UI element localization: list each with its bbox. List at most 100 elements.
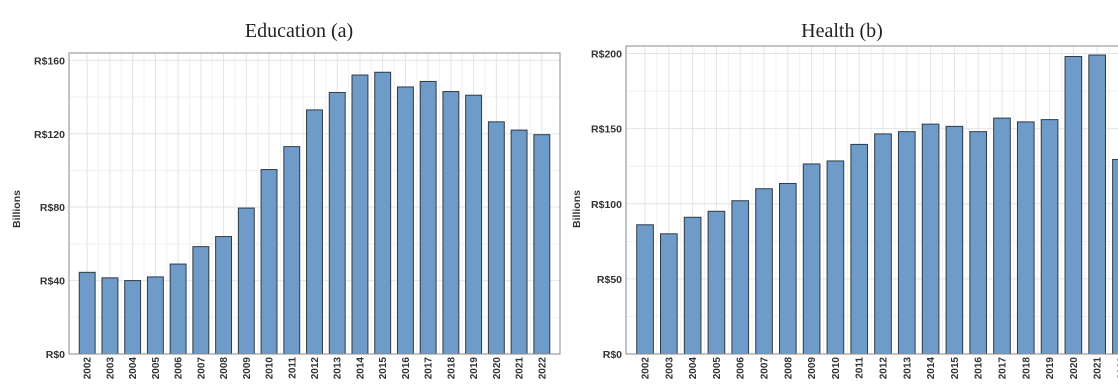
x-tick-label: 2018 bbox=[1021, 357, 1032, 380]
bar-education-2011 bbox=[283, 146, 301, 354]
bar-health-2006 bbox=[731, 200, 750, 354]
y-tick-label: R$100 bbox=[591, 199, 622, 211]
bar-education-2021 bbox=[510, 129, 528, 354]
y-axis-label-health: Billions bbox=[571, 190, 583, 228]
x-tick-label: 2006 bbox=[174, 357, 185, 380]
x-tick-label: 2011 bbox=[855, 357, 866, 379]
bar-education-2008 bbox=[215, 236, 233, 354]
x-tick-label: 2002 bbox=[83, 357, 94, 380]
x-tick-label: 2005 bbox=[712, 357, 723, 380]
bar-health-2020 bbox=[1064, 56, 1083, 354]
x-tick-label: 2020 bbox=[492, 357, 503, 380]
bar-health-2010 bbox=[826, 160, 845, 354]
bar-education-2019 bbox=[465, 94, 483, 354]
bar-education-2002 bbox=[78, 271, 96, 354]
bar-health-2013 bbox=[897, 131, 916, 354]
bar-education-2007 bbox=[192, 246, 210, 354]
bar-education-2003 bbox=[101, 277, 119, 354]
bar-education-2022 bbox=[533, 134, 551, 354]
bar-education-2020 bbox=[487, 121, 505, 354]
y-tick-label: R$0 bbox=[46, 349, 65, 361]
bar-health-2019 bbox=[1040, 119, 1059, 354]
bar-health-2008 bbox=[778, 182, 797, 354]
bar-education-2006 bbox=[169, 263, 187, 354]
x-tick-label: 2015 bbox=[378, 357, 389, 380]
bar-health-2016 bbox=[969, 131, 988, 354]
bar-health-2005 bbox=[707, 210, 726, 354]
y-tick-label: R$80 bbox=[40, 202, 65, 214]
x-tick-label: 2019 bbox=[469, 357, 480, 380]
x-tick-label: 2003 bbox=[664, 357, 675, 380]
y-tick-label: R$0 bbox=[603, 349, 622, 361]
bars-health bbox=[636, 54, 1118, 354]
x-tick-label: 2010 bbox=[831, 357, 842, 380]
bar-health-2015 bbox=[945, 125, 964, 354]
x-tick-label: 2017 bbox=[424, 357, 435, 380]
x-tick-label: 2012 bbox=[310, 357, 321, 380]
x-tick-label: 2021 bbox=[515, 357, 526, 380]
bar-education-2012 bbox=[306, 109, 323, 354]
bar-education-2016 bbox=[396, 86, 414, 354]
bar-education-2005 bbox=[146, 276, 164, 354]
bar-education-2004 bbox=[124, 280, 142, 354]
y-axis-label-education: Billions bbox=[11, 190, 23, 228]
bar-health-2012 bbox=[874, 133, 892, 354]
y-tick-label: R$40 bbox=[40, 276, 65, 288]
x-tick-label: 2009 bbox=[242, 357, 253, 380]
x-tick-label: 2013 bbox=[333, 357, 344, 380]
chart-title-education: Education (a) bbox=[245, 20, 353, 42]
x-tick-label: 2008 bbox=[219, 357, 230, 380]
y-tick-label: R$200 bbox=[591, 49, 622, 61]
x-tick-label: 2020 bbox=[1069, 357, 1080, 380]
x-tick-label: 2016 bbox=[974, 357, 985, 380]
x-tick-label: 2016 bbox=[401, 357, 412, 380]
x-tick-label: 2009 bbox=[807, 357, 818, 380]
x-tick-label: 2014 bbox=[355, 357, 366, 380]
bar-health-2007 bbox=[755, 188, 773, 354]
x-tick-label: 2022 bbox=[1116, 357, 1118, 380]
y-tick-label: R$150 bbox=[591, 124, 622, 136]
x-tick-label: 2003 bbox=[105, 357, 116, 380]
bar-health-2004 bbox=[683, 216, 702, 354]
bar-education-2018 bbox=[442, 91, 460, 354]
y-tick-label: R$160 bbox=[34, 55, 65, 67]
x-tick-label: 2004 bbox=[128, 357, 139, 380]
bar-education-2009 bbox=[237, 207, 255, 354]
x-tick-label: 2002 bbox=[641, 357, 652, 380]
bar-education-2010 bbox=[260, 169, 278, 354]
x-tick-label: 2007 bbox=[196, 357, 207, 380]
x-tick-label: 2015 bbox=[950, 357, 961, 380]
bar-health-2002 bbox=[636, 224, 654, 354]
bar-health-2018 bbox=[1016, 121, 1035, 354]
x-tick-label: 2017 bbox=[997, 357, 1008, 380]
x-tick-label: 2006 bbox=[736, 357, 747, 380]
x-tick-label: 2004 bbox=[688, 357, 699, 380]
x-tick-label: 2019 bbox=[1045, 357, 1056, 380]
x-tick-label: 2007 bbox=[760, 357, 771, 380]
x-tick-label: 2010 bbox=[265, 357, 276, 380]
y-tick-label: R$120 bbox=[34, 129, 65, 141]
plot-frame-health bbox=[625, 45, 1118, 355]
bar-education-2014 bbox=[351, 74, 369, 354]
bar-health-2017 bbox=[993, 117, 1011, 354]
bar-health-2021 bbox=[1088, 54, 1106, 354]
x-tick-label: 2018 bbox=[446, 357, 457, 380]
x-tick-label: 2008 bbox=[783, 357, 794, 380]
y-tick-label: R$50 bbox=[597, 274, 622, 286]
bars-education bbox=[78, 71, 551, 354]
chart-title-health: Health (b) bbox=[801, 20, 883, 42]
bar-health-2003 bbox=[660, 233, 678, 354]
bar-education-2013 bbox=[328, 91, 346, 354]
plot-frame-education bbox=[68, 52, 561, 355]
x-tick-label: 2005 bbox=[151, 357, 162, 380]
x-tick-label: 2014 bbox=[926, 357, 937, 380]
bar-health-2022 bbox=[1112, 158, 1118, 354]
x-tick-label: 2012 bbox=[879, 357, 890, 380]
education-chart: Education (a) Billions R$0 R$40 R$80 R$120 R… bbox=[11, 20, 561, 380]
health-chart: Health (b) Billions R$0 R$50 R$100 R$150 R$2… bbox=[571, 20, 1118, 379]
x-tick-label: 2011 bbox=[287, 357, 298, 379]
x-tick-label: 2022 bbox=[537, 357, 548, 380]
bar-health-2011 bbox=[850, 143, 869, 354]
x-tick-label: 2013 bbox=[902, 357, 913, 380]
